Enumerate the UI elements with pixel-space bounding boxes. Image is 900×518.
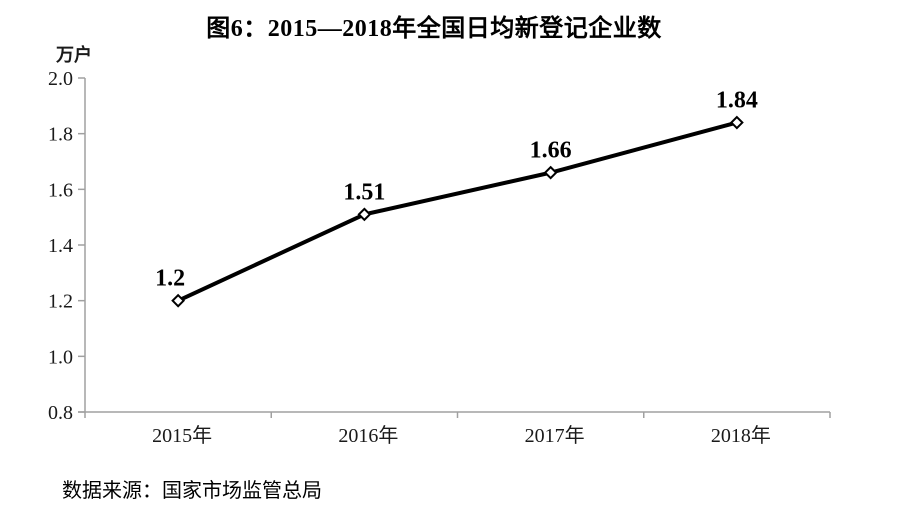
x-category-label: 2015年 [152, 424, 212, 447]
y-tick-label: 1.0 [48, 346, 73, 368]
y-tick-label: 0.8 [48, 402, 73, 424]
data-point-marker [729, 115, 744, 130]
y-tick-label: 1.6 [48, 179, 73, 201]
data-point-marker [171, 293, 186, 308]
source-note: 数据来源：国家市场监管总局 [62, 480, 322, 502]
data-point-label: 1.84 [716, 88, 758, 114]
x-category-label: 2018年 [711, 424, 771, 447]
data-point-marker [543, 165, 558, 180]
y-tick-label: 1.4 [48, 235, 73, 257]
data-point-label: 1.51 [343, 179, 385, 205]
data-point-label: 1.2 [155, 266, 185, 292]
x-category-label: 2017年 [525, 424, 585, 447]
data-point-label: 1.66 [530, 138, 572, 164]
y-tick-label: 1.2 [48, 291, 73, 313]
data-point-marker [357, 207, 372, 222]
x-category-label: 2016年 [338, 424, 398, 447]
data-line [177, 120, 738, 303]
y-tick-label: 2.0 [48, 68, 73, 90]
y-tick-label: 1.8 [48, 124, 73, 146]
y-axis-unit-label: 万户 [56, 45, 92, 65]
chart-title: 图6：2015—2018年全国日均新登记企业数 [206, 16, 662, 42]
